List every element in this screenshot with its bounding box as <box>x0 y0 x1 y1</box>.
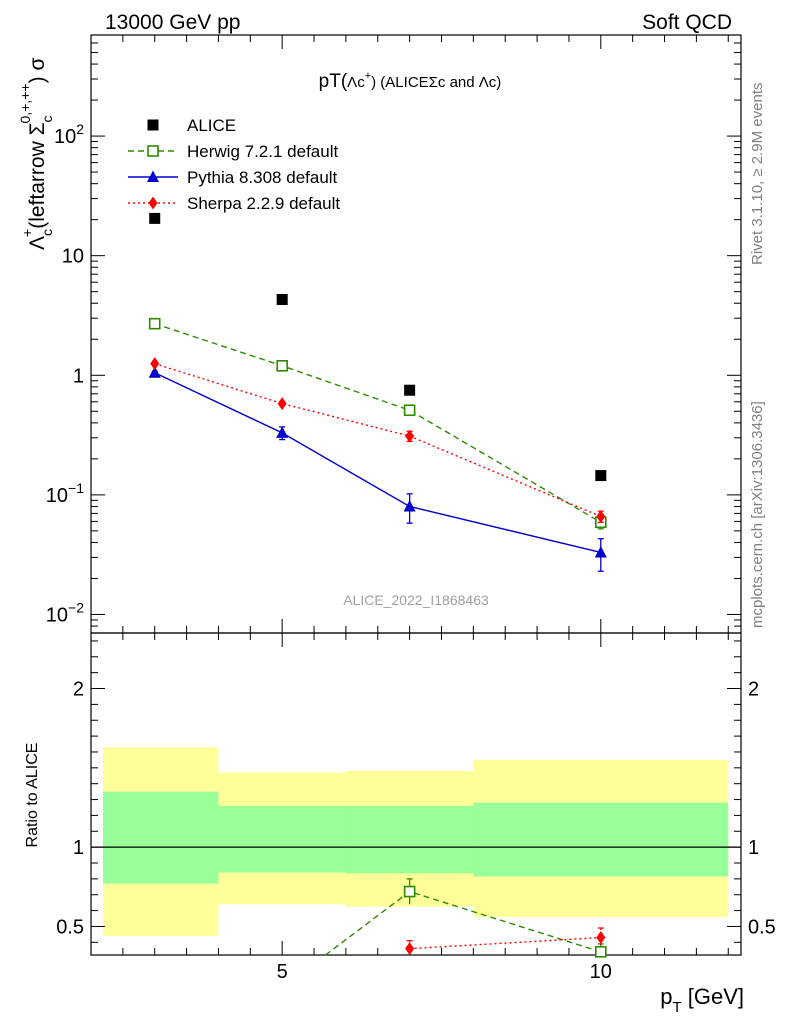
ratio-bands <box>103 747 729 936</box>
ratio-data-point <box>596 931 606 945</box>
ratio-data-point <box>403 885 416 898</box>
ratio-band-inner <box>345 805 474 874</box>
ratio-y-tick-label-right: 1 <box>748 837 759 859</box>
legend-marker <box>148 196 158 210</box>
legend-marker <box>147 170 159 182</box>
series-sherpa <box>150 357 606 523</box>
analysis-id-label: ALICE_2022_I1868463 <box>343 592 489 608</box>
ratio-band-inner <box>103 791 219 884</box>
ratio-plot-area: 0.5 0.5 1 1 2 2 5 10 <box>56 632 776 983</box>
mcplots-source-label: mcplots.cern.ch [arXiv:1306.3436] <box>749 401 766 628</box>
legend-label: Sherpa 2.2.9 default <box>187 194 340 213</box>
legend-item: Pythia 8.308 default <box>128 168 338 187</box>
ratio-data-point <box>595 946 607 958</box>
x-tick-label: 10 <box>590 961 612 983</box>
data-point <box>403 499 416 512</box>
data-point <box>148 317 161 330</box>
main-plot-title: pT(Λc+) (ALICEΣc and Λc) <box>319 70 502 92</box>
ratio-y-tick-label-right: 2 <box>748 679 759 701</box>
data-point <box>405 429 415 443</box>
legend-item: Sherpa 2.2.9 default <box>128 194 340 213</box>
ratio-frame <box>90 632 742 956</box>
series-alice <box>149 212 607 482</box>
legend-label: Pythia 8.308 default <box>187 168 338 187</box>
data-point <box>149 212 161 224</box>
ratio-series-sherpa <box>405 927 606 956</box>
legend-item: ALICE <box>147 116 236 135</box>
header-left-label: 13000 GeV pp <box>105 11 240 34</box>
series-line <box>154 323 602 523</box>
series-herwig <box>148 317 607 530</box>
series-pythia <box>148 366 607 572</box>
ratio-band-inner <box>218 805 346 873</box>
ratio-y-tick-label-right: 0.5 <box>748 916 776 938</box>
header-right-label: Soft QCD <box>642 11 732 34</box>
ratio-y-tick-label: 1 <box>73 837 84 859</box>
data-point <box>148 366 161 378</box>
ratio-data-point <box>405 942 415 956</box>
x-tick-label: 5 <box>277 961 288 983</box>
legend-label: Herwig 7.2.1 default <box>187 142 338 161</box>
rivet-version-label: Rivet 3.1.10, ≥ 2.9M events <box>749 83 766 266</box>
y-tick-label: 10 <box>62 246 84 268</box>
ratio-band-inner <box>473 802 729 877</box>
main-plot-area: 10−2 10−1 1 10 102 ALICE_2022_I1868463 <box>46 34 742 634</box>
y-axis-label: Λc+(leftarrow Σc0,+,++) σ <box>17 58 55 250</box>
legend-marker <box>147 119 159 131</box>
data-point <box>276 294 288 306</box>
data-point <box>594 545 607 558</box>
ratio-y-axis-label: Ratio to ALICE <box>24 743 41 848</box>
ratio-y-tick-label: 2 <box>73 679 84 701</box>
legend-marker <box>147 145 159 157</box>
data-point <box>404 384 416 396</box>
y-tick-label: 10−2 <box>46 599 84 626</box>
legend: ALICE Herwig 7.2.1 default Pythia 8.308 de… <box>128 116 340 213</box>
series-line <box>154 372 601 554</box>
legend-label: ALICE <box>187 116 236 135</box>
y-tick-label: 1 <box>73 365 84 387</box>
x-axis-label: pT [GeV] <box>660 984 744 1016</box>
y-tick-label: 102 <box>54 121 84 148</box>
data-point <box>403 404 416 417</box>
data-point <box>276 426 289 438</box>
legend-item: Herwig 7.2.1 default <box>128 142 338 161</box>
ratio-y-tick-label: 0.5 <box>56 916 84 938</box>
data-point <box>150 357 160 371</box>
data-point <box>596 509 606 523</box>
series-line <box>154 363 602 518</box>
data-point <box>276 360 288 372</box>
ratio-series-line <box>409 936 601 950</box>
y-tick-label: 10−1 <box>46 480 84 507</box>
data-point <box>595 470 607 482</box>
data-point <box>277 397 287 411</box>
